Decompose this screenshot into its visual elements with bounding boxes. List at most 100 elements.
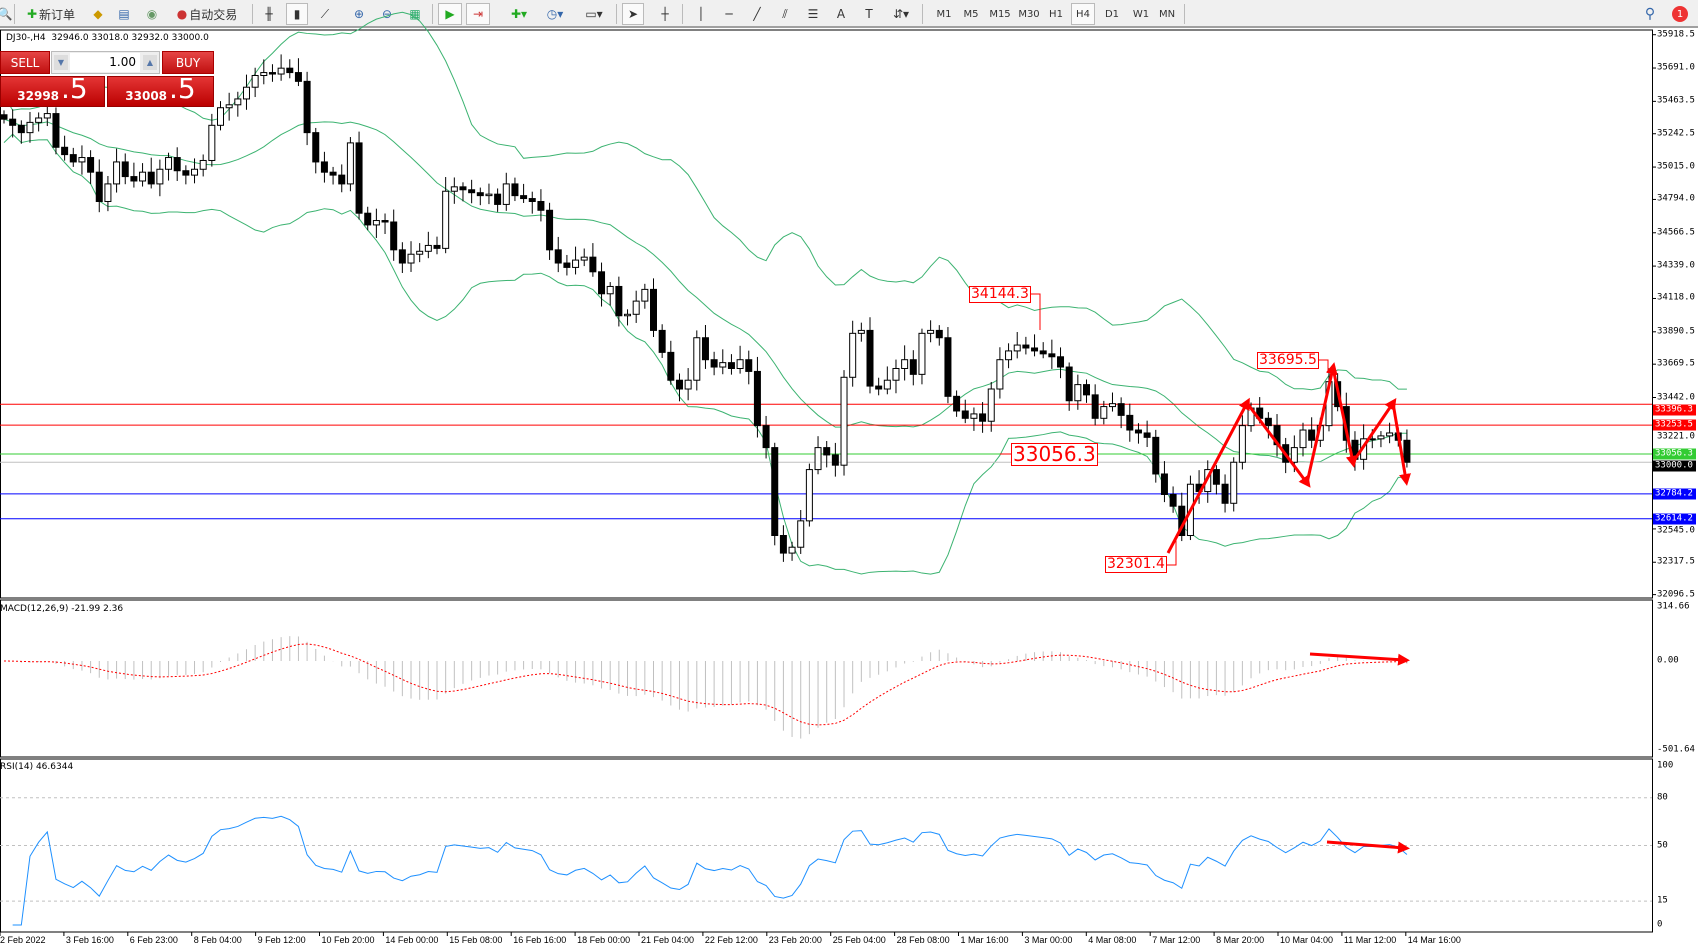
lot-increase-icon[interactable]: ▲: [143, 55, 157, 70]
buy-button[interactable]: BUY: [162, 51, 214, 74]
cursor-icon[interactable]: ➤: [622, 3, 644, 25]
annotation-high-1[interactable]: 34144.3: [969, 286, 1031, 303]
timeframe-m15[interactable]: M15: [989, 8, 1011, 20]
market-watch-icon[interactable]: ▤: [118, 7, 130, 21]
time-axis-label: 10 Mar 04:00: [1280, 935, 1334, 945]
sell-button[interactable]: SELL: [0, 51, 50, 74]
timeframe-h4[interactable]: H4: [1071, 3, 1095, 25]
time-axis-label: 23 Feb 20:00: [768, 935, 822, 945]
candle-bear: [779, 535, 787, 554]
candle-bear: [1117, 403, 1125, 416]
channel-icon[interactable]: ⫽: [782, 6, 788, 21]
annotation-high-2[interactable]: 33695.5: [1257, 352, 1319, 369]
price-axis-label: 35918.5: [1657, 29, 1695, 40]
candle-bear: [1403, 439, 1411, 463]
zoom-out-icon[interactable]: ⊖: [381, 7, 393, 21]
annotation-low[interactable]: 32301.4: [1105, 556, 1167, 573]
candle-bear: [1212, 469, 1220, 485]
macd-axis-label: 314.66: [1657, 601, 1690, 612]
candle-bull: [407, 253, 415, 264]
candle-bull: [78, 157, 86, 163]
timeframe-w1[interactable]: W1: [1132, 8, 1150, 20]
search-icon[interactable]: ⚲: [1644, 6, 1656, 22]
price-line-tag: 33396.3: [1653, 404, 1696, 415]
templates-icon[interactable]: ▭▾: [585, 7, 603, 21]
ask-price-pips: .5: [169, 72, 196, 105]
timeframe-mn[interactable]: MN: [1158, 8, 1176, 20]
candle-bear: [563, 262, 571, 268]
tile-windows-icon[interactable]: ▦: [409, 7, 421, 21]
vertical-line-icon[interactable]: │: [697, 7, 705, 21]
timeframe-m1[interactable]: M1: [936, 8, 952, 20]
candle-bull: [1013, 344, 1021, 352]
time-axis-label: 4 Mar 08:00: [1088, 935, 1137, 945]
rsi-trend-arrow: [1326, 840, 1410, 854]
price-axis-label: 34118.0: [1657, 292, 1695, 303]
candle-bull: [199, 159, 207, 170]
timeframe-m5[interactable]: M5: [963, 8, 979, 20]
notifications-button[interactable]: 1: [1668, 3, 1692, 25]
lot-decrease-icon[interactable]: ▼: [54, 55, 68, 70]
crosshair-icon[interactable]: ┼: [661, 7, 669, 21]
rsi-label: RSI(14) 46.6344: [0, 762, 74, 772]
candle-bear: [598, 271, 606, 295]
signals-icon[interactable]: ◉: [146, 7, 158, 21]
timeframe-m30[interactable]: M30: [1018, 8, 1040, 20]
auto-trading-button[interactable]: ● 自动交易: [170, 3, 244, 25]
periods-clock-icon[interactable]: ◷▾: [546, 7, 564, 21]
chart-shift-icon[interactable]: ⇥: [466, 3, 490, 25]
candle-bull: [719, 362, 727, 368]
price-line-tag: 33000.0: [1653, 460, 1696, 472]
time-axis-label: 14 Feb 00:00: [385, 935, 439, 945]
auto-scroll-icon[interactable]: ▶: [438, 3, 462, 25]
text-icon[interactable]: A: [836, 7, 846, 21]
price-axis-label: 35691.0: [1657, 62, 1695, 73]
candle-bull: [1290, 447, 1298, 463]
horizontal-line-icon[interactable]: ─: [725, 7, 733, 21]
annotation-level[interactable]: 33056.3: [1011, 442, 1098, 466]
lot-size-stepper[interactable]: ▼ 1.00 ▲: [51, 51, 160, 74]
price-line-tag: 32614.2: [1653, 513, 1696, 525]
new-order-button[interactable]: ✚ 新订单: [20, 3, 82, 25]
candle-bull: [442, 190, 450, 249]
ask-price-main: 33008: [125, 89, 168, 103]
search-icon[interactable]: 🔍: [0, 7, 13, 21]
candle-bull: [502, 183, 510, 205]
text-label-icon[interactable]: T: [865, 7, 873, 21]
candlestick-chart-icon[interactable]: ▮: [286, 3, 308, 25]
price-axis-label: 33890.5: [1657, 326, 1695, 337]
candle-bear: [650, 288, 657, 331]
bid-price[interactable]: 32998.5: [0, 75, 105, 107]
time-axis-label: 10 Feb 20:00: [321, 935, 375, 945]
separator: [432, 4, 433, 24]
candle-bear: [710, 359, 718, 368]
metaeditor-icon[interactable]: ◆: [93, 7, 103, 21]
candle-bear: [329, 171, 337, 176]
candle-bear: [1065, 366, 1073, 402]
candle-bull: [580, 256, 588, 261]
zoom-in-icon[interactable]: ⊕: [353, 7, 365, 21]
timeframe-d1[interactable]: D1: [1104, 8, 1120, 20]
lot-size-input[interactable]: 1.00: [70, 53, 140, 72]
candle-bull: [927, 329, 935, 334]
fibonacci-icon[interactable]: ☰: [807, 7, 819, 21]
line-chart-icon[interactable]: ⟋: [320, 6, 330, 21]
candle-bear: [338, 174, 346, 185]
price-axis-label: 33442.0: [1657, 392, 1695, 402]
candle-bear: [17, 124, 25, 134]
candle-bear: [468, 189, 476, 194]
zigzag-arrow: [1305, 362, 1338, 484]
arrows-icon[interactable]: ⇵▾: [892, 7, 910, 21]
candle-bear: [831, 454, 839, 466]
trendline-icon[interactable]: ╱: [753, 7, 761, 21]
candle-bull: [251, 74, 259, 88]
ask-price[interactable]: 33008.5: [107, 72, 214, 107]
candle-bull: [624, 313, 632, 317]
bar-chart-icon[interactable]: ╫: [265, 7, 273, 21]
candle-bear: [1022, 344, 1030, 349]
candle-bull: [918, 332, 926, 375]
indicators-icon[interactable]: ✚▾: [510, 7, 528, 21]
candle-bear: [979, 413, 987, 422]
timeframe-h1[interactable]: H1: [1049, 8, 1063, 20]
